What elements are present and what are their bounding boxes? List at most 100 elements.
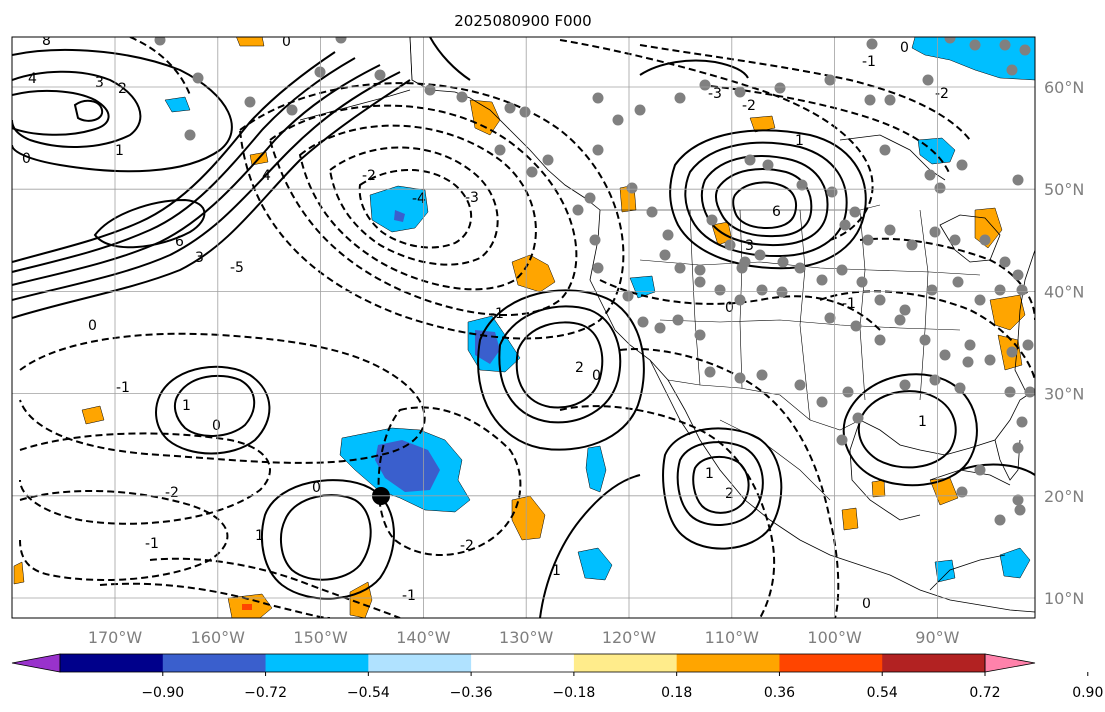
contour-neg-gulf-5 (238, 82, 625, 340)
lon-tick-label: 120°W (602, 628, 657, 647)
station-dot (734, 86, 746, 98)
colorbar-segment (162, 654, 267, 672)
station-dot (826, 186, 838, 198)
latitude-labels: 60°N 50°N 40°N 30°N 20°N 10°N (1044, 78, 1084, 608)
lat-tick-label: 40°N (1044, 282, 1084, 301)
station-dot (774, 82, 786, 94)
station-dot (894, 314, 906, 326)
lon-tick-label: 100°W (807, 628, 862, 647)
contour-label: 1 (918, 414, 927, 430)
contour-neg-south (377, 406, 522, 556)
contour-pos-bottom-0 (539, 474, 641, 618)
contour-neg-east-1 (859, 237, 1035, 321)
border-alaska-canada (409, 37, 421, 86)
shade-red-bottom (242, 604, 252, 610)
contour-label: 0 (282, 34, 291, 50)
station-dot (637, 316, 649, 328)
contour-neg-gulf-1 (268, 104, 578, 317)
contour-label: -1 (116, 380, 130, 396)
station-dot (862, 234, 874, 246)
lat-tick-label: 60°N (1044, 78, 1084, 97)
colorbar-tick-label: −0.36 (450, 685, 493, 701)
map-frame (11, 36, 1036, 619)
station-dot (794, 262, 806, 274)
contour-label: 1 (115, 143, 124, 159)
shade-orange-hudson (749, 115, 776, 133)
border-states-4 (739, 209, 743, 389)
station-dot (850, 320, 862, 332)
station-dot (864, 94, 876, 106)
map-title: 2025080900 F000 (454, 12, 591, 30)
contour-label: 0 (725, 300, 734, 316)
station-dot (672, 314, 684, 326)
shade-orange-alaska (469, 99, 501, 136)
station-dot (1012, 269, 1024, 281)
contour-pos-plains-4 (714, 168, 813, 238)
station-dot (626, 182, 638, 194)
station-dot (899, 379, 911, 391)
station-dot (244, 96, 256, 108)
station-dot (739, 256, 751, 268)
station-dot (584, 192, 596, 204)
station-dot (974, 464, 986, 476)
contour-label: 3 (195, 250, 204, 266)
contour-label: 6 (772, 204, 781, 220)
station-dot (662, 229, 674, 241)
colorbar-tick-label: 0.18 (661, 685, 692, 701)
lon-tick-label: 170°W (88, 628, 143, 647)
station-dot (494, 144, 506, 156)
contour-neg-canada-2 (639, 44, 971, 141)
contour-neg-subtrop-2 (19, 489, 229, 581)
colorbar-segment (779, 654, 883, 672)
station-dot (842, 386, 854, 398)
station-dot (542, 154, 554, 166)
colorbar: −0.90 −0.72 −0.54 −0.36 −0.18 0.18 0.36 0.54 0.7… (11, 653, 1103, 701)
station-dot (374, 69, 386, 81)
colorbar-segment (573, 654, 678, 672)
shade-orange-east (989, 294, 1026, 331)
contour-labels: 6 4 3 8 4 3 2 1 0 0 -2 -3 -4 -5 -1 0 1 0… (22, 34, 949, 612)
colorbar-tick-label: 0.72 (969, 685, 1000, 701)
station-dot (184, 129, 196, 141)
station-dot (634, 104, 646, 116)
station-dot (852, 412, 864, 424)
coast-central-am (929, 554, 1006, 591)
station-dot (592, 144, 604, 156)
contour-pos-mex-2 (692, 455, 750, 514)
contour-pos-coast-0 (477, 289, 645, 451)
station-dot (849, 206, 861, 218)
contour-label: 3 (95, 75, 104, 91)
shade-orange-pt2 (13, 561, 25, 585)
station-dot (956, 159, 968, 171)
lon-tick-label: 160°W (191, 628, 246, 647)
lat-tick-label: 20°N (1044, 487, 1084, 506)
station-dot (956, 486, 968, 498)
contour-label: -2 (460, 538, 474, 554)
border-states-5 (799, 209, 811, 421)
contour-label: -1 (862, 54, 876, 70)
coast-greatlakes (939, 214, 1001, 263)
contour-label: 1 (795, 133, 804, 149)
contour-label: 0 (862, 596, 871, 612)
contour-pos-top-arc (639, 59, 749, 79)
contour-label: 2 (725, 486, 734, 502)
station-dot (756, 369, 768, 381)
contour-label: 2 (118, 81, 127, 97)
colorbar-tick-label: −0.90 (141, 685, 184, 701)
contour-pos-south-1 (279, 494, 372, 581)
station-dot (694, 264, 706, 276)
station-dot (714, 284, 726, 296)
station-dot (939, 349, 951, 361)
colorbar-extend-max (984, 653, 1036, 673)
contour-pos-se-1 (857, 390, 957, 469)
station-dot (1019, 44, 1031, 56)
contour-pos-np-4 (12, 51, 336, 263)
station-dot (979, 234, 991, 246)
station-dot (699, 79, 711, 91)
colorbar-segment (676, 654, 780, 672)
contour-label: 0 (212, 418, 221, 434)
colorbar-segment (60, 654, 164, 672)
station-dot (694, 276, 706, 288)
station-dot (879, 144, 891, 156)
